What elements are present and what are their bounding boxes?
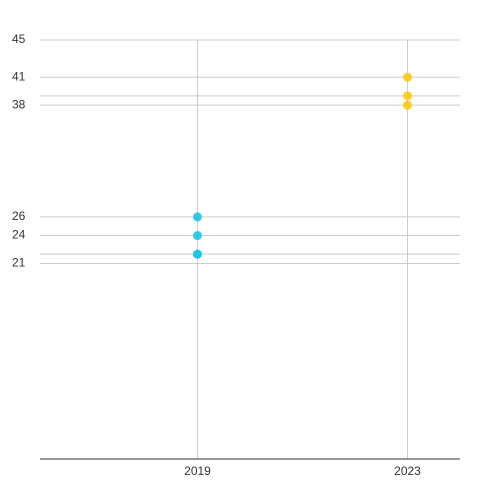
x-tick-label: 2019	[184, 464, 211, 478]
point	[403, 100, 412, 110]
point	[193, 212, 202, 222]
x-tick-label: 2023	[394, 464, 421, 478]
y-tick-label: 21	[12, 256, 26, 270]
point	[193, 231, 202, 241]
point	[403, 72, 412, 82]
y-tick-label: 38	[12, 97, 26, 111]
y-tick-label: 41	[12, 69, 26, 83]
point	[403, 91, 412, 101]
y-tick-label: 45	[12, 32, 26, 46]
y-tick-label: 26	[12, 209, 26, 223]
y-tick-label: 24	[12, 228, 26, 242]
point	[193, 249, 202, 259]
